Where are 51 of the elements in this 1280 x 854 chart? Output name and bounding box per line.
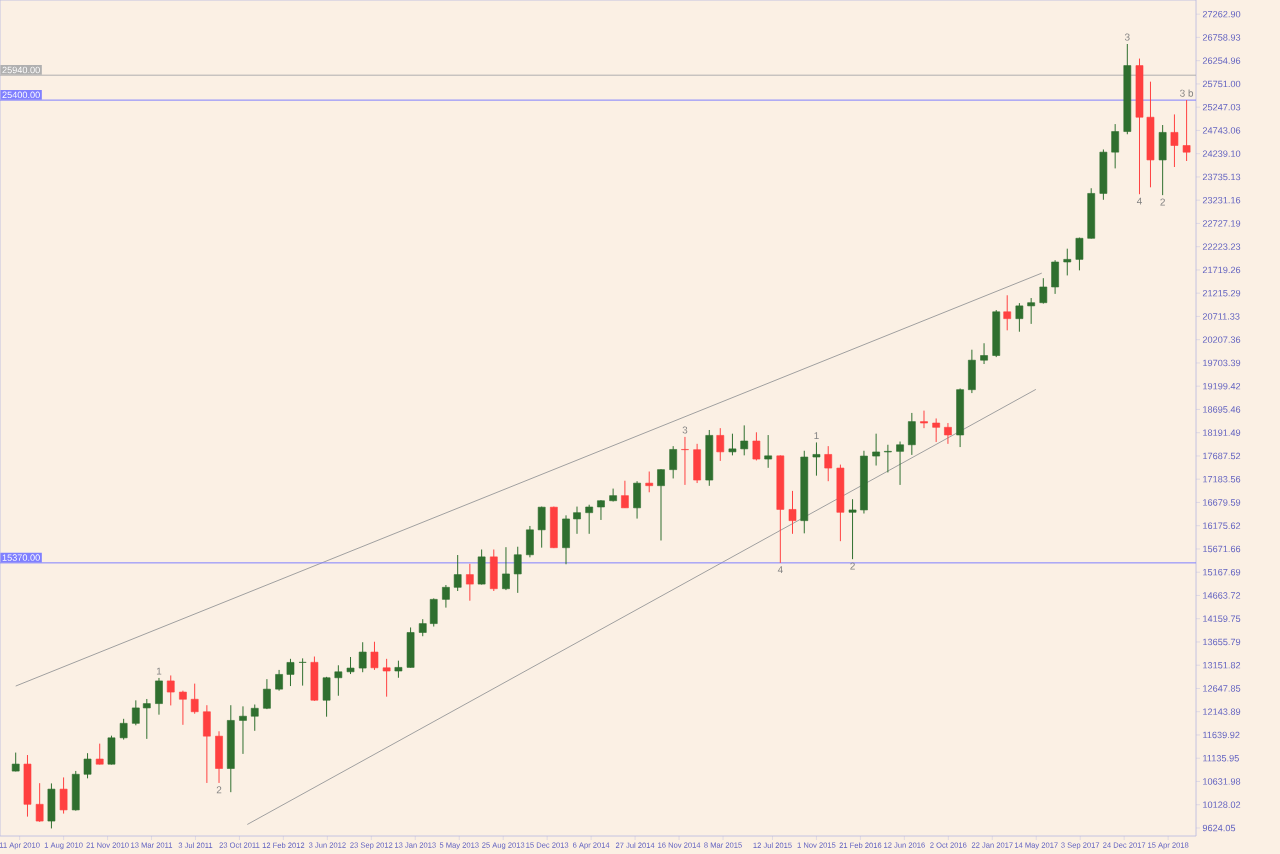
candlestick [657,468,665,541]
candlestick [166,674,175,706]
candlestick [920,410,928,429]
candlestick [812,441,821,477]
candlestick [263,678,271,710]
candlestick [956,387,964,448]
candlestick [250,704,259,732]
candlestick [597,499,605,521]
candlestick [203,704,211,784]
candlestick [681,436,689,486]
candlestick [836,464,845,542]
candlestick [872,433,880,467]
candlestick [95,743,104,765]
candlestick [884,444,892,473]
candlestick [239,705,247,755]
candlestick [502,546,510,591]
candlestick [310,656,319,702]
candlestick [466,563,474,602]
candlestick [609,488,617,502]
candlestick [489,548,498,592]
candlestick [477,548,486,586]
candlestick [1063,248,1072,276]
candlestick [824,445,833,482]
candlestick [669,445,677,479]
candlestick [980,342,988,365]
candlestick [764,434,772,469]
candlestick [585,504,593,535]
candlestick [621,480,629,509]
candlestick [693,443,701,484]
candlestick [190,683,199,715]
candlestick [932,417,940,443]
candlestick [944,422,952,445]
candlestick [1158,124,1167,196]
candlestick [896,441,904,486]
candlestick [992,309,1001,358]
candlestick [215,730,223,784]
candlestick [752,431,761,461]
candlestick [513,546,522,594]
candlestick [47,782,56,829]
candlestick [358,641,367,673]
candlestick [633,480,641,520]
candlestick [179,690,187,726]
candlestick [645,471,654,493]
candlestick [705,429,714,487]
candlestick [59,776,68,815]
candlestick [155,677,163,716]
candlestick [11,752,20,772]
candlestick [968,349,976,394]
candlestick [716,427,725,462]
candlestick [1003,294,1012,331]
candlestick [908,412,916,456]
